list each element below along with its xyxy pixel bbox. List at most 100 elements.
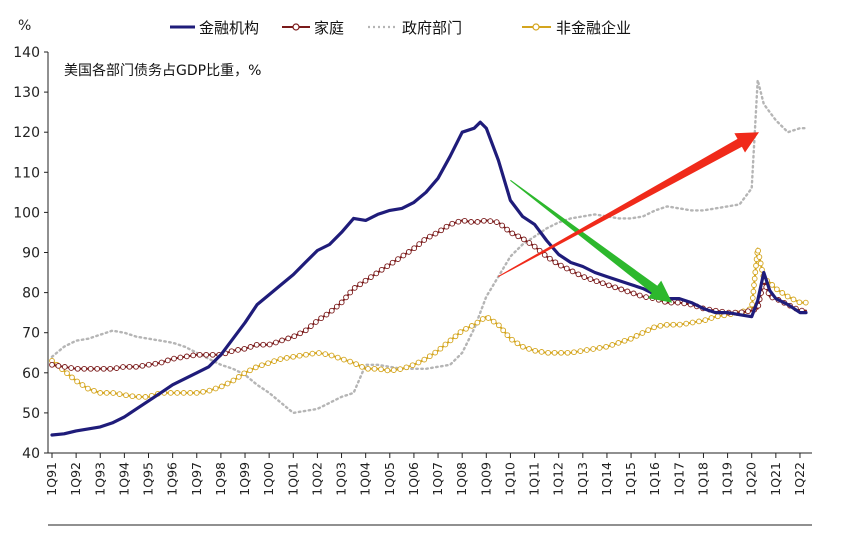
series-marker-3 <box>277 356 284 362</box>
series-marker-3 <box>683 320 690 327</box>
series-marker-3 <box>271 358 278 364</box>
series-marker-3 <box>702 317 709 323</box>
series-marker-3 <box>384 367 391 374</box>
series-marker-3 <box>193 390 200 396</box>
series-marker-3 <box>496 322 502 329</box>
series-marker-3 <box>657 322 664 329</box>
series-marker-3 <box>583 347 590 353</box>
series-marker-3 <box>500 327 507 334</box>
series-marker-3 <box>504 332 511 339</box>
series-marker-1 <box>587 276 594 282</box>
legend-label-household: 家庭 <box>314 19 344 37</box>
series-marker-1 <box>107 365 114 372</box>
series-marker-1 <box>636 292 643 299</box>
series-marker-3 <box>359 364 365 370</box>
series-marker-3 <box>753 262 759 269</box>
series-marker-1 <box>630 290 637 297</box>
series-marker-1 <box>547 255 553 262</box>
y-tick-label: 50 <box>22 406 40 422</box>
series-marker-3 <box>663 321 670 328</box>
series-marker-1 <box>405 249 412 255</box>
series-marker-1 <box>438 227 444 234</box>
series-marker-1 <box>74 365 81 372</box>
series-marker-1 <box>499 222 505 229</box>
series-marker-1 <box>449 220 456 227</box>
series-marker-1 <box>521 236 527 243</box>
series-marker-3 <box>708 315 715 321</box>
series-marker-3 <box>756 254 763 260</box>
series-marker-1 <box>126 363 133 370</box>
x-tick-label: 1Q21 <box>768 462 783 496</box>
series-marker-3 <box>590 346 597 352</box>
series-marker-3 <box>627 335 634 342</box>
y-tick-label: 40 <box>22 446 40 462</box>
series-marker-1 <box>308 323 314 329</box>
series-marker-1 <box>373 270 380 277</box>
x-tick-label: 1Q22 <box>792 462 807 496</box>
series-marker-3 <box>432 349 439 356</box>
series-marker-3 <box>474 319 481 326</box>
series-marker-3 <box>757 260 764 267</box>
series-marker-3 <box>750 288 757 295</box>
series-marker-3 <box>206 387 213 394</box>
series-marker-3 <box>751 282 757 288</box>
series-marker-1 <box>133 363 139 370</box>
series-marker-1 <box>455 218 462 225</box>
series-marker-1 <box>468 219 474 225</box>
series-marker-1 <box>55 363 62 369</box>
legend-marker-nonfinancial <box>532 23 540 31</box>
series-marker-1 <box>279 337 285 344</box>
series-marker-3 <box>303 351 309 358</box>
y-ticks: 40 50 60 70 80 90 100 110 120 130 140 <box>13 45 48 462</box>
legend-marker-household <box>292 23 300 31</box>
series-marker-1 <box>209 351 216 358</box>
series-marker-1 <box>745 308 751 315</box>
x-tick-label: 1Q06 <box>406 462 421 496</box>
series-marker-3 <box>526 346 532 352</box>
series-marker-1 <box>120 364 126 370</box>
y-tick-label: 90 <box>22 246 40 262</box>
x-ticks: 1Q91 1Q92 1Q93 1Q94 1Q95 1Q96 1Q97 1Q98 1Q99 1Q00… <box>44 453 807 496</box>
annotation-arrows <box>498 132 759 303</box>
series-marker-1 <box>190 352 197 359</box>
series-marker-1 <box>426 233 433 240</box>
series-marker-3 <box>759 266 765 273</box>
series-marker-3 <box>457 329 464 335</box>
series-marker-1 <box>164 357 171 364</box>
x-tick-label: 1Q20 <box>744 462 759 496</box>
y-tick-label: 140 <box>13 45 40 61</box>
x-tick-label: 1Q96 <box>165 462 180 496</box>
series-marker-3 <box>452 333 459 340</box>
series-marker-1 <box>323 311 330 318</box>
x-tick-label: 1Q99 <box>237 462 252 496</box>
x-tick-label: 1Q13 <box>575 462 590 496</box>
y-tick-label: 100 <box>13 205 40 221</box>
series-marker-1 <box>526 240 533 246</box>
y-tick-label: 70 <box>22 326 40 342</box>
series-marker-3 <box>224 380 231 387</box>
series-marker-3 <box>532 347 539 354</box>
series-marker-1 <box>362 277 369 284</box>
series-marker-3 <box>187 390 194 396</box>
series-marker-3 <box>365 365 371 372</box>
series-marker-3 <box>403 364 410 371</box>
series-marker-1 <box>421 237 428 243</box>
y-tick-label: 130 <box>13 85 40 101</box>
series-marker-3 <box>341 356 347 363</box>
series-marker-1 <box>674 299 681 306</box>
series-marker-3 <box>633 333 640 339</box>
series-marker-3 <box>421 356 428 363</box>
series-marker-3 <box>769 282 775 288</box>
series-marker-3 <box>426 353 433 360</box>
series-marker-1 <box>313 319 319 325</box>
series-marker-3 <box>749 295 756 301</box>
series-marker-3 <box>670 321 677 328</box>
x-tick-label: 1Q18 <box>695 462 710 496</box>
series-marker-3 <box>621 337 628 344</box>
legend-label-nonfinancial: 非金融企业 <box>556 19 631 37</box>
series-marker-3 <box>174 390 181 396</box>
series-marker-3 <box>802 299 809 306</box>
series-marker-3 <box>755 247 761 254</box>
series-marker-3 <box>639 330 646 336</box>
